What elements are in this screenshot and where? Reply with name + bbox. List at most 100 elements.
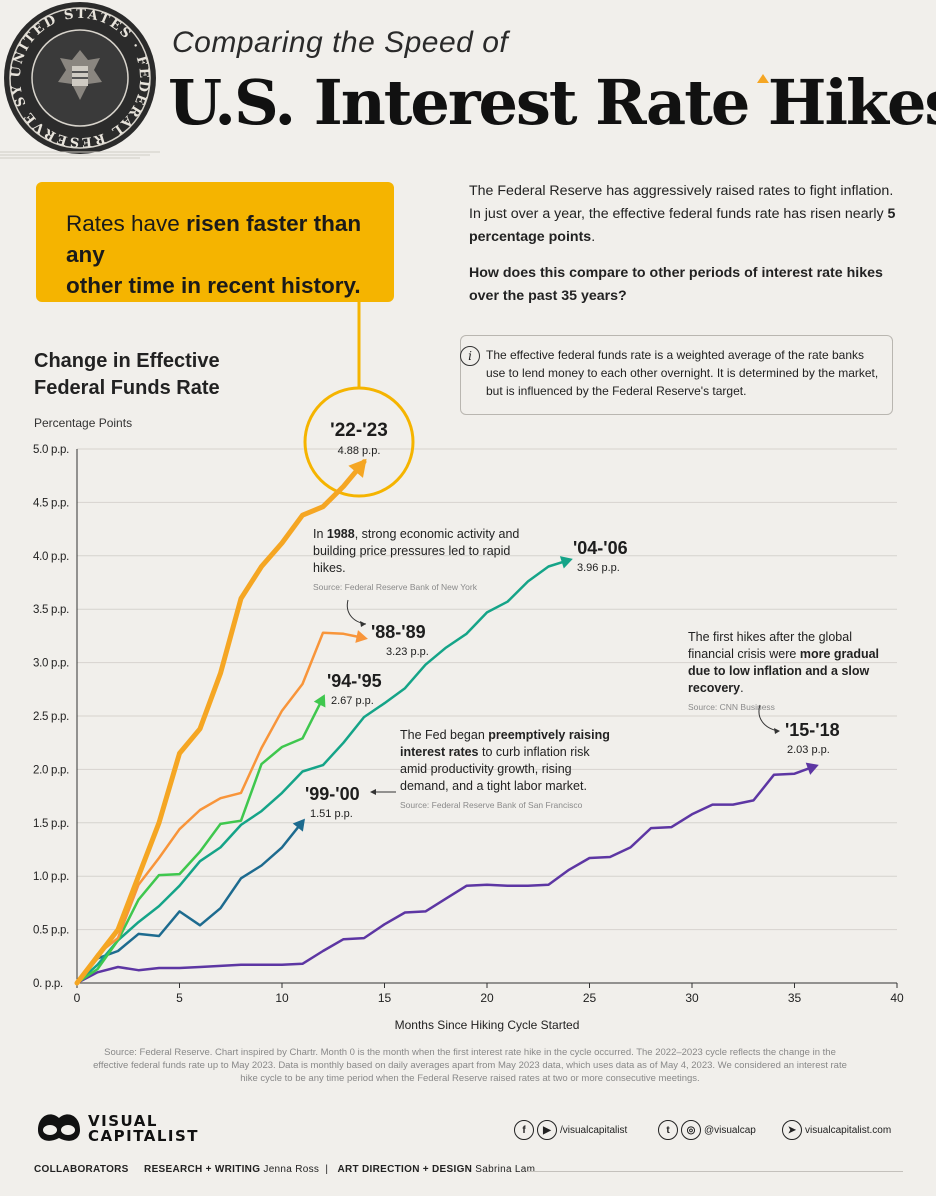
annotation-text: . xyxy=(740,681,743,695)
annotation-source: Source: Federal Reserve Bank of New York xyxy=(313,582,478,592)
annotation-arrowhead xyxy=(774,728,780,734)
info-icon: i xyxy=(460,346,480,366)
y-tick-label: 3.5 p.p. xyxy=(33,604,69,616)
annotation-line: due to low inflation and a slow xyxy=(688,664,870,678)
social-twitter-instagram[interactable]: t ◎ @visualcap xyxy=(658,1118,756,1142)
y-tick-label: 2.0 p.p. xyxy=(33,764,69,776)
intro-question: How does this compare to other periods o… xyxy=(469,265,883,304)
credit-rule xyxy=(527,1171,903,1172)
annotation-text: financial crisis were xyxy=(688,647,800,661)
headline-callout: Rates have risen faster than any other t… xyxy=(36,182,394,302)
series-label: '22-'23 xyxy=(330,420,388,441)
annotation-bold: interest rates xyxy=(400,745,479,759)
visual-capitalist-logo-icon xyxy=(38,1114,80,1141)
annotation-text: demand, and a tight labor market. xyxy=(400,779,587,793)
x-tick-label: 20 xyxy=(480,991,494,1005)
twitter-icon[interactable]: t xyxy=(658,1120,678,1140)
annotation-text: The Fed began xyxy=(400,728,488,742)
annotation-text: building price pressures led to rapid xyxy=(313,544,510,558)
annotation-text: In xyxy=(313,527,327,541)
series-line xyxy=(75,558,571,985)
series-value-label: 2.67 p.p. xyxy=(331,695,374,707)
research-label: RESEARCH + WRITING xyxy=(144,1164,261,1175)
series-value-label: 2.03 p.p. xyxy=(787,744,830,756)
y-tick-label: 3.0 p.p. xyxy=(33,658,69,670)
collaborators-label: COLLABORATORS xyxy=(34,1164,129,1175)
youtube-icon[interactable]: ▶ xyxy=(537,1120,557,1140)
callout-line2: other time in recent history. xyxy=(66,270,394,301)
series-label: '15-'18 xyxy=(785,720,840,740)
annotation-arrow xyxy=(346,599,367,625)
series-arrowhead xyxy=(313,694,326,708)
annotation-bold: recovery xyxy=(688,681,740,695)
annotation-line: The Fed began preemptively raising xyxy=(400,728,610,742)
facebook-icon[interactable]: f xyxy=(514,1120,534,1140)
cursor-icon[interactable]: ➤ xyxy=(782,1120,802,1140)
header-kicker: Comparing the Speed of xyxy=(172,26,509,59)
series-arrowhead xyxy=(805,762,819,775)
y-tick-label: 4.5 p.p. xyxy=(33,497,69,509)
instagram-icon[interactable]: ◎ xyxy=(681,1120,701,1140)
social-website[interactable]: ➤ visualcapitalist.com xyxy=(782,1118,891,1142)
annotation-text: hikes. xyxy=(313,561,346,575)
callout-text: Rates have xyxy=(66,211,187,236)
highlight-circle xyxy=(303,386,415,498)
annotation-arrowhead xyxy=(360,621,366,627)
series-label: '94-'95 xyxy=(327,671,382,691)
annotation-line: amid productivity growth, rising xyxy=(400,762,572,776)
series-line xyxy=(75,631,366,985)
chart-title: Change in Effective Federal Funds Rate xyxy=(34,348,220,402)
series-label: '99-'00 xyxy=(305,784,360,804)
series-line xyxy=(75,764,817,985)
logo-line2: CAPITALIST xyxy=(88,1127,200,1145)
y-tick-label: 0. p.p. xyxy=(33,978,63,990)
series-arrowhead xyxy=(292,818,305,832)
intro-bold: 5 percentage points xyxy=(469,206,896,245)
design-name: Sabrina Lam xyxy=(475,1164,536,1175)
annotation-line: hikes. xyxy=(313,561,346,575)
annotation-line: In 1988, strong economic activity and xyxy=(313,527,519,541)
visual-capitalist-logo-text: VISUAL CAPITALIST xyxy=(88,1114,199,1144)
annotation-line: demand, and a tight labor market. xyxy=(400,779,587,793)
research-name: Jenna Ross xyxy=(263,1164,320,1175)
x-tick-label: 30 xyxy=(685,991,699,1005)
y-axis-unit-label: Percentage Points xyxy=(34,416,133,430)
annotation-text: to curb inflation risk xyxy=(479,745,591,759)
x-tick-label: 15 xyxy=(378,991,392,1005)
annotation-line: recovery. xyxy=(688,681,744,695)
x-tick-label: 25 xyxy=(583,991,597,1005)
x-axis-label: Months Since Hiking Cycle Started xyxy=(395,1018,580,1032)
annotation-text: , strong economic activity and xyxy=(355,527,520,541)
intro-paragraph: The Federal Reserve has aggressively rai… xyxy=(469,180,909,249)
y-tick-label: 5.0 p.p. xyxy=(33,444,69,456)
series-value-label: 3.96 p.p. xyxy=(577,562,620,574)
seal-shadow-lines xyxy=(0,151,160,159)
annotation-bold: more gradual xyxy=(800,647,879,661)
series-line xyxy=(75,820,304,985)
annotation-source: Source: Federal Reserve Bank of San Fran… xyxy=(400,800,583,810)
y-tick-label: 1.0 p.p. xyxy=(33,871,69,883)
y-tick-label: 0.5 p.p. xyxy=(33,925,69,937)
series-line xyxy=(74,459,367,986)
website-link[interactable]: visualcapitalist.com xyxy=(805,1124,892,1136)
series-line xyxy=(75,696,325,985)
x-tick-label: 40 xyxy=(890,991,904,1005)
callout-line2-text: other time in recent history xyxy=(66,273,355,298)
series-value-label: 4.88 p.p. xyxy=(338,445,381,457)
series-label: '04-'06 xyxy=(573,538,628,558)
federal-reserve-seal: UNITED STATES · FEDERAL RESERVE SYSTEM xyxy=(2,0,156,154)
y-tick-label: 4.0 p.p. xyxy=(33,551,69,563)
series-arrowhead xyxy=(348,458,367,478)
info-box xyxy=(460,335,893,415)
callout-period: . xyxy=(354,273,361,298)
rate-hike-caret-icon xyxy=(757,74,769,83)
y-tick-label: 1.5 p.p. xyxy=(33,818,69,830)
annotation-line: The first hikes after the global xyxy=(688,630,852,644)
social-facebook-youtube[interactable]: f ▶ /visualcapitalist xyxy=(514,1118,627,1142)
social-handle-1[interactable]: /visualcapitalist xyxy=(560,1124,628,1136)
annotation-bold: 1988 xyxy=(327,527,355,541)
logo-line1: VISUAL xyxy=(88,1112,158,1130)
social-handle-2[interactable]: @visualcap xyxy=(704,1124,756,1136)
chart-title-line1: Change in Effective xyxy=(34,350,220,372)
